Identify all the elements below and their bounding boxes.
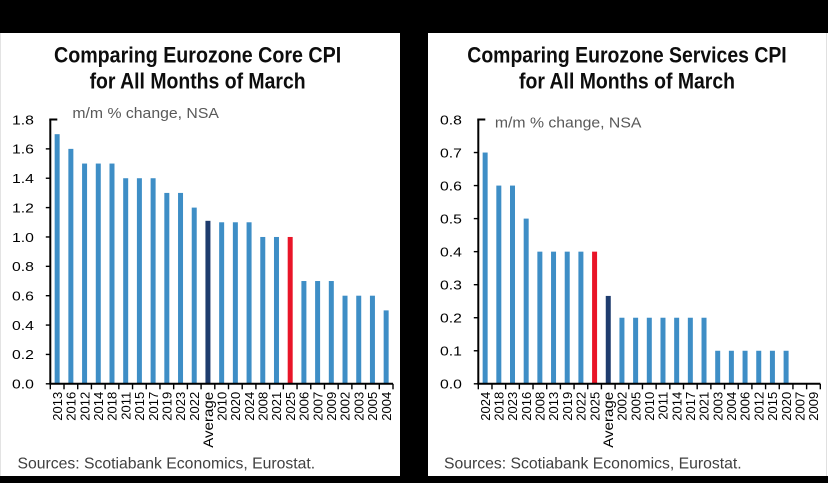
svg-text:2013: 2013 bbox=[50, 392, 65, 421]
svg-text:2014: 2014 bbox=[91, 392, 106, 421]
svg-text:2009: 2009 bbox=[324, 392, 339, 421]
svg-text:2005: 2005 bbox=[365, 392, 380, 421]
svg-text:Sources: Scotiabank Economics,: Sources: Scotiabank Economics, Eurostat. bbox=[444, 456, 742, 473]
svg-text:Average: Average bbox=[201, 392, 216, 448]
svg-text:0.8: 0.8 bbox=[12, 259, 34, 274]
svg-text:2019: 2019 bbox=[560, 392, 575, 421]
svg-text:0.2: 0.2 bbox=[12, 347, 34, 362]
svg-text:0.4: 0.4 bbox=[12, 318, 34, 333]
svg-text:2021: 2021 bbox=[269, 392, 284, 421]
svg-text:2002: 2002 bbox=[338, 392, 353, 421]
svg-text:0.1: 0.1 bbox=[440, 344, 462, 359]
svg-text:2016: 2016 bbox=[64, 392, 79, 421]
svg-text:2002: 2002 bbox=[615, 392, 630, 421]
svg-text:2020: 2020 bbox=[779, 392, 794, 421]
svg-text:2018: 2018 bbox=[492, 392, 507, 421]
svg-text:0.0: 0.0 bbox=[12, 377, 34, 392]
svg-text:2017: 2017 bbox=[146, 392, 161, 421]
svg-text:2015: 2015 bbox=[132, 392, 147, 421]
svg-text:2024: 2024 bbox=[478, 392, 493, 421]
svg-text:2012: 2012 bbox=[751, 392, 766, 421]
svg-text:2003: 2003 bbox=[351, 392, 366, 421]
svg-text:2004: 2004 bbox=[379, 392, 394, 421]
svg-text:2009: 2009 bbox=[806, 392, 821, 421]
svg-text:0.0: 0.0 bbox=[440, 377, 462, 392]
svg-text:2013: 2013 bbox=[546, 392, 561, 421]
svg-text:2008: 2008 bbox=[533, 392, 548, 421]
svg-text:2023: 2023 bbox=[173, 392, 188, 421]
svg-text:0.4: 0.4 bbox=[440, 244, 462, 259]
svg-text:0.8: 0.8 bbox=[440, 112, 462, 127]
svg-text:2011: 2011 bbox=[118, 392, 133, 420]
svg-text:2007: 2007 bbox=[310, 392, 325, 421]
svg-text:2016: 2016 bbox=[519, 392, 534, 421]
svg-text:2012: 2012 bbox=[77, 392, 92, 421]
svg-text:2025: 2025 bbox=[587, 392, 602, 421]
svg-text:0.7: 0.7 bbox=[440, 145, 462, 160]
svg-text:2006: 2006 bbox=[297, 392, 312, 421]
svg-text:2022: 2022 bbox=[574, 392, 589, 421]
svg-text:2022: 2022 bbox=[187, 392, 202, 421]
svg-text:2020: 2020 bbox=[228, 392, 243, 421]
svg-text:m/m % change, NSA: m/m % change, NSA bbox=[72, 105, 219, 122]
svg-text:2007: 2007 bbox=[792, 392, 807, 421]
svg-text:2008: 2008 bbox=[255, 392, 270, 421]
svg-text:Average: Average bbox=[601, 392, 616, 448]
svg-text:0.6: 0.6 bbox=[12, 289, 34, 304]
svg-text:2021: 2021 bbox=[697, 392, 712, 421]
svg-text:1.6: 1.6 bbox=[12, 142, 34, 157]
svg-text:2011: 2011 bbox=[656, 392, 671, 420]
svg-text:m/m % change, NSA: m/m % change, NSA bbox=[495, 114, 642, 131]
svg-text:for All Months of March: for All Months of March bbox=[90, 68, 306, 93]
svg-text:1.0: 1.0 bbox=[12, 230, 34, 245]
svg-text:for All Months of March: for All Months of March bbox=[519, 68, 735, 93]
svg-text:2014: 2014 bbox=[669, 392, 684, 421]
svg-text:2010: 2010 bbox=[214, 392, 229, 421]
svg-text:2024: 2024 bbox=[242, 392, 257, 421]
svg-text:2005: 2005 bbox=[628, 392, 643, 421]
svg-text:Comparing Eurozone Services CP: Comparing Eurozone Services CPI bbox=[467, 42, 786, 67]
svg-text:1.8: 1.8 bbox=[12, 112, 34, 127]
svg-text:1.2: 1.2 bbox=[12, 200, 34, 215]
svg-text:2015: 2015 bbox=[765, 392, 780, 421]
svg-text:2023: 2023 bbox=[505, 392, 520, 421]
svg-text:Comparing Eurozone Core CPI: Comparing Eurozone Core CPI bbox=[54, 42, 341, 67]
svg-text:2017: 2017 bbox=[683, 392, 698, 421]
svg-text:0.3: 0.3 bbox=[440, 277, 462, 292]
svg-text:2025: 2025 bbox=[283, 392, 298, 421]
svg-text:2006: 2006 bbox=[738, 392, 753, 421]
svg-text:2018: 2018 bbox=[105, 392, 120, 421]
svg-text:2003: 2003 bbox=[710, 392, 725, 421]
svg-text:0.2: 0.2 bbox=[440, 311, 462, 326]
svg-text:2019: 2019 bbox=[160, 392, 175, 421]
svg-text:0.6: 0.6 bbox=[440, 178, 462, 193]
svg-text:1.4: 1.4 bbox=[12, 171, 34, 186]
svg-text:2010: 2010 bbox=[642, 392, 657, 421]
svg-text:0.5: 0.5 bbox=[440, 211, 462, 226]
svg-text:2004: 2004 bbox=[724, 392, 739, 421]
svg-text:Sources: Scotiabank Economics,: Sources: Scotiabank Economics, Eurostat. bbox=[18, 456, 316, 473]
